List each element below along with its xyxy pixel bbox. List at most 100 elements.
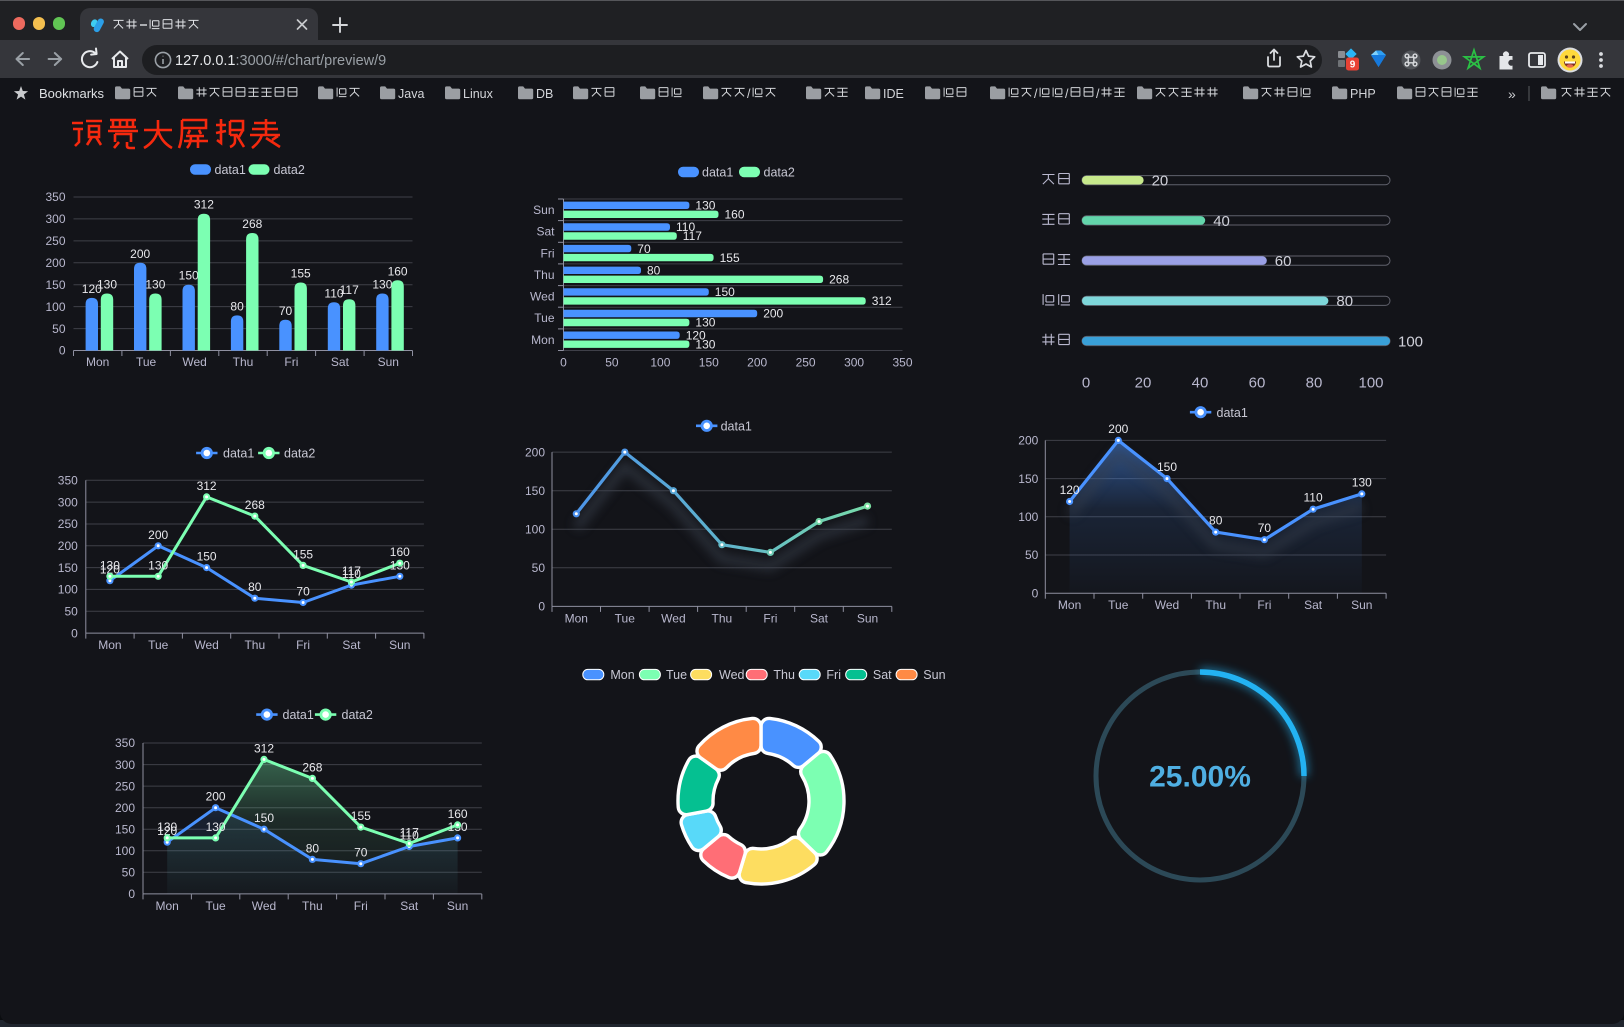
svg-text:50: 50 (605, 356, 619, 370)
svg-text:350: 350 (45, 190, 65, 204)
svg-text:300: 300 (45, 212, 65, 226)
svg-text:117: 117 (400, 826, 419, 840)
svg-text:100: 100 (115, 844, 135, 858)
svg-text:Sun: Sun (447, 899, 468, 913)
svg-text:data1: data1 (283, 708, 314, 722)
svg-text:Wed: Wed (194, 638, 218, 652)
svg-text:Wed: Wed (530, 290, 554, 304)
svg-text:250: 250 (45, 234, 65, 248)
svg-text:150: 150 (715, 285, 735, 299)
svg-text:110: 110 (324, 286, 343, 300)
svg-text:Wed: Wed (1155, 598, 1179, 612)
svg-text:Sun: Sun (389, 638, 410, 652)
svg-text:25.00%: 25.00% (1149, 761, 1251, 794)
svg-text:268: 268 (302, 760, 322, 774)
svg-text:data2: data2 (284, 447, 315, 461)
svg-text:70: 70 (279, 304, 293, 318)
svg-text:150: 150 (254, 811, 274, 825)
svg-text:127.0.0.1:3000/#/chart/preview: 127.0.0.1:3000/#/chart/preview/9 (175, 53, 386, 69)
svg-text:200: 200 (45, 256, 65, 270)
svg-text:117: 117 (683, 229, 702, 243)
svg-text:Sat: Sat (1304, 598, 1323, 612)
svg-text:40: 40 (1213, 213, 1230, 230)
svg-text:50: 50 (1025, 548, 1039, 562)
svg-text:Mon: Mon (565, 611, 588, 625)
svg-text:268: 268 (829, 272, 849, 286)
svg-text:Tue: Tue (136, 355, 157, 369)
svg-text:Thu: Thu (244, 638, 265, 652)
svg-text:155: 155 (720, 251, 740, 265)
svg-text:Fri: Fri (541, 246, 555, 260)
svg-text:0: 0 (538, 600, 545, 614)
svg-text:data2: data2 (764, 166, 795, 180)
svg-text:200: 200 (115, 801, 135, 815)
svg-text:100: 100 (1358, 375, 1383, 392)
svg-text:Sat: Sat (810, 611, 829, 625)
svg-text:Tue: Tue (666, 668, 687, 682)
svg-text:data1: data1 (702, 166, 733, 180)
svg-text:0: 0 (71, 626, 78, 640)
svg-text:110: 110 (342, 567, 361, 581)
svg-text:50: 50 (532, 561, 546, 575)
svg-text:350: 350 (58, 474, 78, 488)
svg-text:160: 160 (448, 807, 468, 821)
svg-text:Sat: Sat (400, 899, 419, 913)
svg-text:155: 155 (351, 809, 371, 823)
svg-text:150: 150 (197, 550, 217, 564)
svg-text:120: 120 (82, 282, 102, 296)
svg-text:Sun: Sun (378, 355, 399, 369)
svg-text:Wed: Wed (661, 611, 685, 625)
svg-text:200: 200 (525, 445, 545, 459)
svg-text:80: 80 (1336, 293, 1353, 310)
svg-text:Sun: Sun (857, 611, 878, 625)
svg-text:0: 0 (1032, 586, 1039, 600)
svg-text:120: 120 (100, 563, 120, 577)
svg-text:Mon: Mon (1058, 598, 1081, 612)
svg-text:100: 100 (525, 523, 545, 537)
svg-text:Wed: Wed (719, 668, 745, 682)
svg-text:100: 100 (1398, 333, 1423, 350)
svg-text:268: 268 (242, 217, 262, 231)
svg-text:/: / (1034, 87, 1038, 101)
svg-text:100: 100 (45, 300, 65, 314)
svg-text:Bookmarks: Bookmarks (39, 86, 105, 101)
svg-text:Fri: Fri (354, 899, 368, 913)
svg-text:110: 110 (400, 829, 419, 843)
svg-text:250: 250 (115, 779, 135, 793)
svg-text:Fri: Fri (1257, 598, 1271, 612)
svg-text:155: 155 (293, 547, 313, 561)
svg-text:150: 150 (115, 822, 135, 836)
svg-text:120: 120 (686, 328, 706, 342)
svg-text:120: 120 (157, 824, 177, 838)
svg-text:80: 80 (230, 299, 244, 313)
svg-text:20: 20 (1152, 173, 1169, 190)
svg-text:130: 130 (1352, 475, 1372, 489)
svg-text:/: / (1065, 87, 1069, 101)
svg-text:80: 80 (306, 841, 320, 855)
svg-text:Fri: Fri (826, 668, 841, 682)
svg-text:Java: Java (398, 87, 424, 101)
svg-text:250: 250 (58, 517, 78, 531)
svg-text:60: 60 (1275, 253, 1292, 270)
svg-text:200: 200 (763, 307, 783, 321)
svg-text:150: 150 (45, 278, 65, 292)
svg-text:DB: DB (536, 87, 553, 101)
svg-text:data2: data2 (274, 163, 305, 177)
svg-text:300: 300 (115, 758, 135, 772)
svg-text:250: 250 (796, 356, 816, 370)
svg-text:Linux: Linux (463, 87, 494, 101)
svg-text:130: 130 (372, 278, 392, 292)
svg-text:Tue: Tue (534, 311, 555, 325)
svg-text:Thu: Thu (1205, 598, 1226, 612)
svg-text:Mon: Mon (531, 333, 554, 347)
svg-text:130: 130 (100, 558, 120, 572)
svg-text:Thu: Thu (233, 355, 254, 369)
svg-text:9: 9 (1350, 60, 1356, 71)
svg-text:312: 312 (194, 198, 214, 212)
svg-text:Mon: Mon (98, 638, 121, 652)
svg-text:Fri: Fri (284, 355, 298, 369)
svg-text:Sun: Sun (533, 203, 554, 217)
svg-text:Thu: Thu (712, 611, 733, 625)
svg-text:100: 100 (58, 583, 78, 597)
svg-text:200: 200 (747, 356, 767, 370)
